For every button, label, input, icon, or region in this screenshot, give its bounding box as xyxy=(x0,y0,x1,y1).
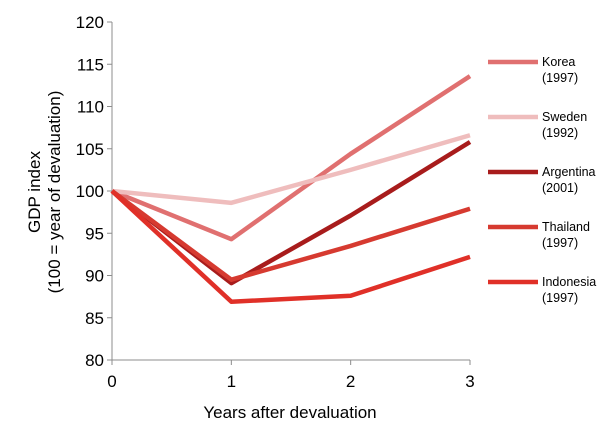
x-tick-label: 2 xyxy=(346,372,355,391)
legend-label-thailand: Thailand xyxy=(542,220,590,234)
y-axis-title-line2: (100 = year of devaluation) xyxy=(45,91,64,294)
y-tick-label: 90 xyxy=(85,267,104,286)
axes xyxy=(111,22,470,361)
y-tick-label: 110 xyxy=(77,98,104,117)
legend-label-korea: Korea xyxy=(542,55,575,69)
y-ticks: 80 85 90 95 100 105 110 115 120 xyxy=(76,13,112,370)
legend-year-indonesia: (1997) xyxy=(542,291,578,305)
series-line-thailand xyxy=(110,189,471,282)
x-tick-label: 3 xyxy=(465,372,474,391)
y-axis-title-group: GDP index (100 = year of devaluation) xyxy=(25,91,64,294)
series-lines xyxy=(110,74,472,304)
y-tick-label: 120 xyxy=(76,13,104,32)
y-tick-label: 95 xyxy=(85,224,104,243)
y-tick-label: 85 xyxy=(85,309,104,328)
legend-label-argentina: Argentina xyxy=(542,165,596,179)
y-tick-label: 115 xyxy=(77,55,104,74)
x-axis-title: Years after devaluation xyxy=(203,403,376,422)
legend-year-argentina: (2001) xyxy=(542,181,578,195)
x-tick-label: 1 xyxy=(227,372,236,391)
legend-year-thailand: (1997) xyxy=(542,236,578,250)
x-tick-label: 0 xyxy=(107,372,116,391)
x-ticks: 0 1 2 3 xyxy=(107,360,475,391)
y-tick-label: 80 xyxy=(85,351,104,370)
legend-label-indonesia: Indonesia xyxy=(542,275,596,289)
series-line-indonesia xyxy=(110,189,471,304)
series-line-sweden xyxy=(111,133,471,206)
legend-label-sweden: Sweden xyxy=(542,110,587,124)
legend: Korea (1997) Sweden (1992) Argentina (2001) Th… xyxy=(488,55,596,305)
legend-year-korea: (1997) xyxy=(542,71,578,85)
y-tick-label: 100 xyxy=(76,182,104,201)
series-line-korea xyxy=(111,74,472,242)
y-tick-label: 105 xyxy=(76,140,104,159)
legend-year-sweden: (1992) xyxy=(542,126,578,140)
y-axis-title: GDP index xyxy=(25,151,44,233)
